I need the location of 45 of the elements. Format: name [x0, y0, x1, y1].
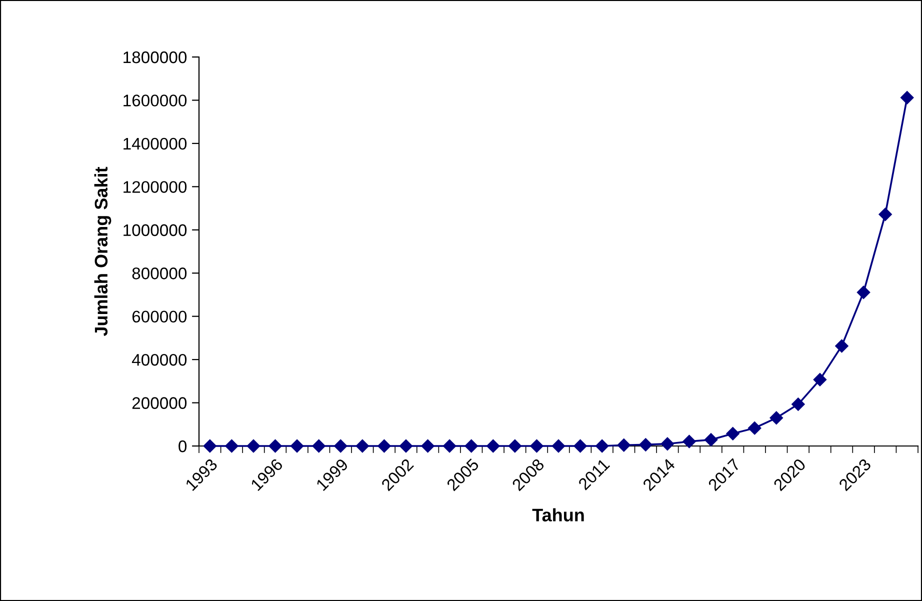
point — [312, 439, 326, 453]
point — [552, 439, 566, 453]
y-tick-label: 1000000 — [124, 224, 187, 236]
point — [770, 411, 783, 424]
point — [617, 438, 630, 452]
point — [268, 439, 282, 453]
y-tick-label: 0 — [178, 440, 187, 452]
point — [399, 439, 413, 453]
point — [813, 373, 827, 386]
y-tick-label: 600000 — [132, 310, 187, 323]
point — [792, 398, 805, 411]
point — [508, 439, 522, 453]
point — [878, 208, 892, 221]
y-axis-title: Jumlah Orang Sakit — [94, 166, 112, 336]
point — [442, 439, 456, 453]
point — [225, 439, 238, 453]
point — [748, 421, 762, 435]
point — [726, 427, 740, 440]
point — [595, 439, 609, 453]
point — [639, 438, 652, 452]
point — [486, 439, 500, 453]
point — [900, 91, 914, 104]
point — [378, 439, 391, 453]
y-tick-label: 1600000 — [124, 94, 187, 106]
point — [704, 433, 718, 446]
point — [856, 286, 870, 299]
point — [203, 439, 216, 453]
y-tick-label: 1400000 — [124, 138, 187, 150]
point — [356, 439, 369, 453]
y-tick-label: 400000 — [132, 354, 187, 366]
point — [682, 434, 696, 448]
point — [464, 439, 478, 453]
point — [334, 439, 348, 453]
y-tick-label: 1200000 — [124, 181, 187, 193]
point — [530, 439, 544, 453]
x-axis-title: Tahun — [532, 508, 584, 522]
y-tick-label: 1800000 — [124, 51, 187, 64]
point — [660, 437, 674, 450]
point — [835, 339, 848, 353]
point — [246, 439, 260, 453]
y-tick-label: 800000 — [132, 268, 187, 280]
y-tick-label: 200000 — [132, 397, 187, 409]
point — [574, 439, 587, 453]
point — [421, 439, 434, 453]
point — [290, 439, 304, 453]
